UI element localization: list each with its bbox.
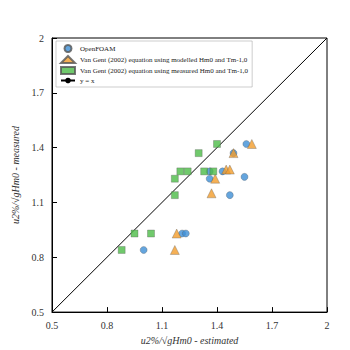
svg-text:0.8: 0.8 [32, 252, 45, 263]
svg-text:Van Gent (2002) equation using: Van Gent (2002) equation using modelled … [80, 56, 248, 64]
svg-text:2: 2 [325, 320, 330, 331]
svg-text:2: 2 [39, 33, 44, 44]
svg-text:y = x: y = x [80, 77, 95, 85]
svg-text:Van Gent (2002) equation using: Van Gent (2002) equation using measured … [80, 67, 249, 75]
svg-text:1.4: 1.4 [32, 142, 45, 153]
svg-text:u2%/√gHm0 - measured: u2%/√gHm0 - measured [10, 125, 21, 224]
svg-text:0.5: 0.5 [46, 320, 59, 331]
svg-text:1.7: 1.7 [266, 320, 279, 331]
svg-text:0.5: 0.5 [32, 307, 45, 318]
svg-text:u2%/√gHm0 - estimated: u2%/√gHm0 - estimated [141, 335, 240, 346]
svg-text:1.1: 1.1 [32, 197, 45, 208]
svg-text:1.7: 1.7 [32, 87, 45, 98]
svg-text:OpenFOAM: OpenFOAM [80, 45, 116, 53]
svg-text:1.4: 1.4 [211, 320, 224, 331]
svg-text:0.8: 0.8 [101, 320, 114, 331]
svg-text:1.1: 1.1 [156, 320, 169, 331]
